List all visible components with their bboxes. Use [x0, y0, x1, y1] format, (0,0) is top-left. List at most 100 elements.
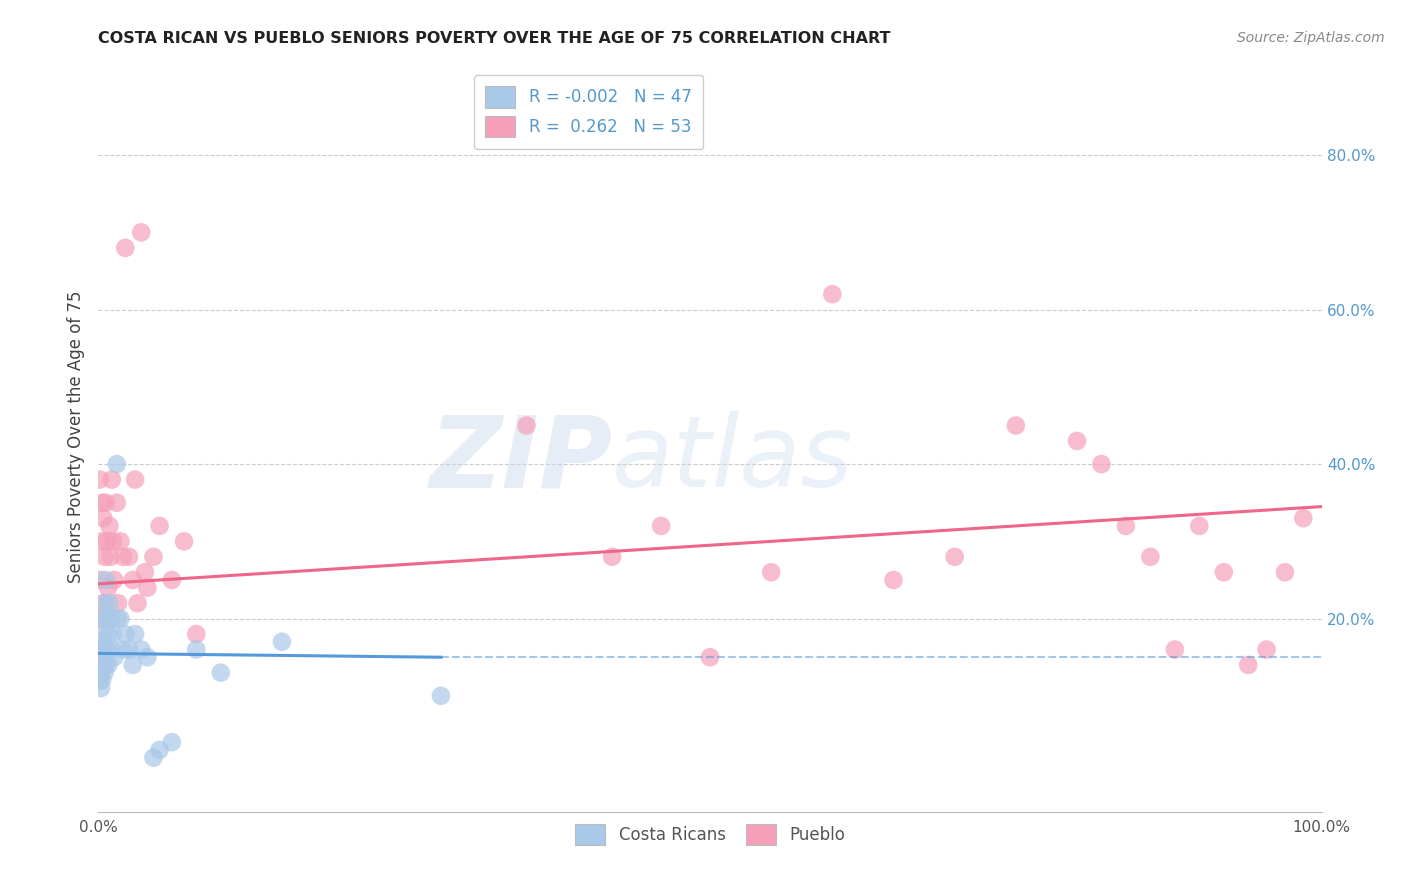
Point: [430, 689, 453, 703]
Point: [91, 596, 114, 610]
Point: [114, 627, 136, 641]
Point: [90, 612, 112, 626]
Point: [107, 612, 129, 626]
Text: ZIP: ZIP: [429, 411, 612, 508]
Point: [101, 627, 124, 641]
Point: [105, 457, 128, 471]
Point: [142, 549, 165, 564]
Point: [94, 573, 117, 587]
Point: [91, 634, 114, 648]
Point: [186, 627, 208, 641]
Point: [121, 657, 143, 672]
Point: [1188, 519, 1211, 533]
Point: [134, 566, 156, 580]
Text: COSTA RICAN VS PUEBLO SENIORS POVERTY OVER THE AGE OF 75 CORRELATION CHART: COSTA RICAN VS PUEBLO SENIORS POVERTY OV…: [98, 31, 891, 46]
Point: [127, 596, 149, 610]
Legend: Costa Ricans, Pueblo: Costa Ricans, Pueblo: [568, 817, 852, 852]
Point: [110, 534, 132, 549]
Point: [97, 627, 120, 641]
Point: [90, 642, 112, 657]
Point: [118, 642, 141, 657]
Point: [118, 549, 141, 564]
Point: [91, 673, 114, 688]
Text: Source: ZipAtlas.com: Source: ZipAtlas.com: [1237, 31, 1385, 45]
Point: [650, 519, 672, 533]
Point: [111, 549, 134, 564]
Point: [96, 642, 118, 657]
Point: [93, 596, 115, 610]
Point: [91, 511, 114, 525]
Point: [160, 573, 183, 587]
Point: [129, 642, 152, 657]
Point: [1274, 566, 1296, 580]
Point: [93, 642, 115, 657]
Point: [107, 596, 129, 610]
Point: [97, 581, 120, 595]
Point: [136, 581, 159, 595]
Point: [136, 650, 159, 665]
Point: [91, 650, 114, 665]
Point: [821, 287, 844, 301]
Y-axis label: Seniors Poverty Over the Age of 75: Seniors Poverty Over the Age of 75: [66, 291, 84, 583]
Point: [98, 519, 121, 533]
Point: [101, 534, 124, 549]
Point: [103, 573, 125, 587]
Point: [101, 642, 124, 657]
Point: [100, 549, 122, 564]
Point: [114, 241, 136, 255]
Point: [91, 534, 114, 549]
Point: [1090, 457, 1112, 471]
Point: [160, 735, 183, 749]
Point: [89, 673, 111, 688]
Point: [96, 612, 118, 626]
Point: [761, 566, 783, 580]
Point: [883, 573, 905, 587]
Point: [90, 657, 112, 672]
Point: [94, 496, 117, 510]
Point: [124, 627, 146, 641]
Point: [1139, 549, 1161, 564]
Point: [89, 650, 111, 665]
Point: [93, 549, 115, 564]
Point: [1256, 642, 1278, 657]
Point: [600, 549, 623, 564]
Point: [91, 612, 114, 626]
Point: [105, 496, 128, 510]
Point: [1115, 519, 1137, 533]
Point: [110, 612, 132, 626]
Point: [90, 650, 112, 665]
Point: [515, 418, 537, 433]
Point: [91, 627, 114, 641]
Point: [121, 573, 143, 587]
Point: [173, 534, 195, 549]
Point: [93, 665, 115, 680]
Point: [1164, 642, 1187, 657]
Point: [90, 665, 112, 680]
Point: [89, 473, 111, 487]
Point: [149, 743, 172, 757]
Point: [90, 573, 112, 587]
Point: [96, 534, 118, 549]
Point: [149, 519, 172, 533]
Point: [270, 634, 294, 648]
Point: [89, 665, 111, 680]
Point: [101, 473, 124, 487]
Point: [111, 642, 134, 657]
Point: [1237, 657, 1260, 672]
Point: [209, 665, 232, 680]
Point: [1212, 566, 1234, 580]
Point: [91, 496, 114, 510]
Point: [90, 681, 112, 695]
Point: [124, 473, 146, 487]
Point: [142, 750, 165, 764]
Point: [103, 650, 125, 665]
Point: [1066, 434, 1088, 448]
Point: [1004, 418, 1026, 433]
Point: [186, 642, 208, 657]
Point: [97, 657, 120, 672]
Point: [89, 657, 111, 672]
Text: atlas: atlas: [612, 411, 853, 508]
Point: [91, 642, 114, 657]
Point: [943, 549, 966, 564]
Point: [1292, 511, 1315, 525]
